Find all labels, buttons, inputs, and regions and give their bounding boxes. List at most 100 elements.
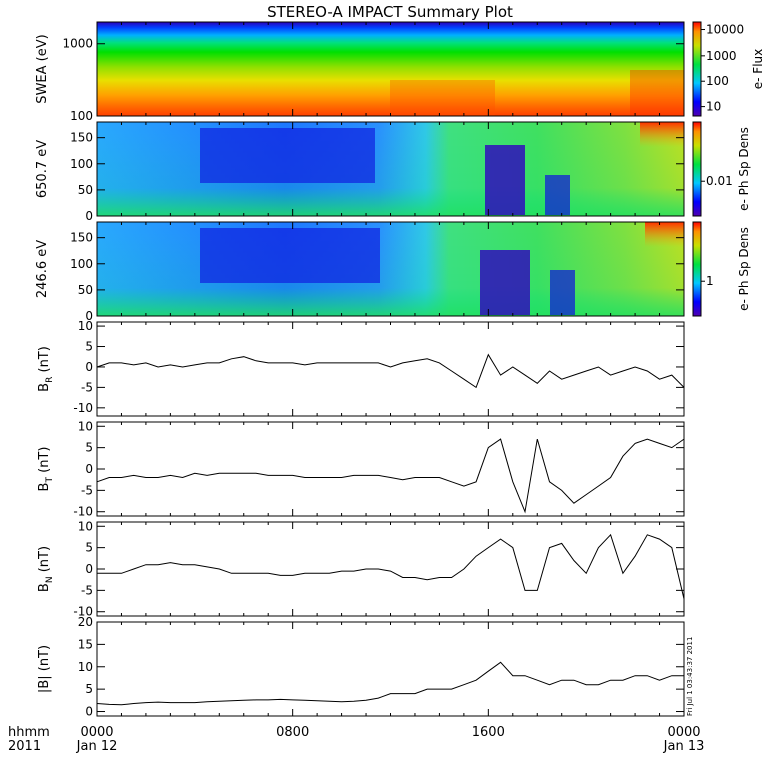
psd-246-colorbar: 1 e- Ph Sp Dens <box>692 221 751 317</box>
bn-y-label-sub: N <box>45 576 55 583</box>
y-tick-label: -5 <box>81 380 93 394</box>
y-tick-label: 15 <box>78 637 93 651</box>
psd-650-low-pitch-band <box>97 122 684 216</box>
psd-650-y-label: 650.7 eV <box>35 140 50 198</box>
br-y-label-unit: (nT) <box>37 346 52 376</box>
time-axis-tick-label: 0800 <box>276 725 309 740</box>
time-axis-labels: hhmm 0000 0800 1600 0000 2011 Jan 12 Jan… <box>8 725 704 754</box>
psd-246-low-pitch-band <box>97 222 684 316</box>
br-y-axis: 10 5 0 -5 -10 <box>73 319 684 415</box>
bn-y-label: BN (nT) <box>37 546 55 592</box>
y-tick-label: 150 <box>70 131 93 145</box>
swea-enhancement-band <box>390 80 495 116</box>
y-tick-label: 100 <box>70 109 93 123</box>
bn-y-axis: 10 5 0 -5 -10 <box>73 519 684 619</box>
psd-246-panel: 150 100 50 0 246.6 eV <box>35 221 685 323</box>
psd-650-depletion <box>200 128 375 183</box>
y-tick-label: 1000 <box>62 37 93 51</box>
y-tick-label: 100 <box>70 257 93 271</box>
colorbar-tick-label: 10 <box>706 100 721 114</box>
y-tick-label: 10 <box>78 319 93 333</box>
swea-y-axis: 1000 100 <box>62 37 684 123</box>
psd-246-depletion <box>200 228 380 283</box>
colorbar-tick-label: 10000 <box>706 23 744 37</box>
y-tick-label: 100 <box>70 157 93 171</box>
y-tick-label: 50 <box>78 283 93 297</box>
psd-650-depletion <box>485 145 525 215</box>
swea-panel: 1000 100 SWEA (eV) <box>35 21 685 123</box>
y-tick-label: 0 <box>85 209 93 223</box>
y-tick-label: 150 <box>70 231 93 245</box>
time-axis-tick-label: 1600 <box>472 725 505 740</box>
flux-colorbar-label: e- Flux <box>751 49 765 89</box>
br-panel: 10 5 0 -5 -10 BR (nT) <box>37 319 685 417</box>
bn-y-label-unit: (nT) <box>37 546 52 576</box>
swea-enhancement-band <box>630 70 684 116</box>
br-y-label: BR (nT) <box>37 346 55 392</box>
y-tick-label: 0 <box>85 462 93 476</box>
psd-650-colorbar: 0.01 e- Ph Sp Dens <box>692 121 751 217</box>
colorbar-tick-label: 0.01 <box>706 174 733 188</box>
bmag-panel: 20 15 10 5 0 |B| (nT) Fri Jul 1 03:43:37 201… <box>37 615 694 719</box>
psd-650-y-axis: 150 100 50 0 <box>70 131 684 223</box>
bt-panel: 10 5 0 -5 -10 BT (nT) <box>37 419 685 519</box>
psd-246-colorbar-ticks: 1 <box>701 274 714 288</box>
y-tick-label: 5 <box>85 441 93 455</box>
time-axis-ticks <box>96 22 685 716</box>
psd-246-depletion <box>480 250 530 315</box>
psd-246-y-label: 246.6 eV <box>35 240 50 298</box>
bmag-frame <box>96 621 685 717</box>
br-y-label-main: B <box>37 383 52 392</box>
bmag-y-label: |B| (nT) <box>37 645 52 693</box>
bn-series-line <box>97 533 685 600</box>
colorbar-tick-label: 1 <box>706 274 714 288</box>
swea-y-label: SWEA (eV) <box>35 34 50 103</box>
bt-y-label-main: B <box>37 483 52 492</box>
y-tick-label: 5 <box>85 682 93 696</box>
flux-colorbar: 10000 1000 100 10 e- Flux <box>692 21 765 117</box>
br-series-line <box>96 353 685 389</box>
psd-650-colorbar-scale <box>692 121 702 217</box>
bt-y-label: BT (nT) <box>37 447 55 492</box>
y-tick-label: -10 <box>73 605 93 619</box>
y-tick-label: -5 <box>81 483 93 497</box>
bn-y-label-main: B <box>37 583 52 592</box>
psd-246-high-density <box>645 222 684 247</box>
psd-650-depletion <box>545 175 570 215</box>
time-axis-year-label: 2011 <box>8 739 41 754</box>
time-axis-tick-label: 0000 <box>667 725 700 740</box>
bt-frame <box>96 421 685 517</box>
y-tick-label: 10 <box>78 419 93 433</box>
br-y-label-sub: R <box>45 377 55 383</box>
flux-colorbar-scale <box>692 21 702 117</box>
y-tick-label: 5 <box>85 340 93 354</box>
psd-650-colorbar-label: e- Ph Sp Dens <box>737 127 751 211</box>
y-tick-label: 20 <box>78 615 93 629</box>
bt-y-label-sub: T <box>45 477 55 484</box>
y-tick-label: -5 <box>81 583 93 597</box>
bn-panel: 10 5 0 -5 -10 BN (nT) <box>37 519 685 619</box>
y-tick-label: 50 <box>78 183 93 197</box>
y-tick-label: 5 <box>85 541 93 555</box>
psd-246-depletion <box>550 270 575 315</box>
y-tick-label: 0 <box>85 309 93 323</box>
y-tick-label: 10 <box>78 660 93 674</box>
bt-series-line <box>96 438 685 514</box>
bmag-series-line <box>96 661 684 706</box>
psd-246-y-axis: 150 100 50 0 <box>70 231 684 323</box>
colorbar-tick-label: 100 <box>706 74 729 88</box>
psd-246-colorbar-scale <box>692 221 702 317</box>
flux-colorbar-ticks: 10000 1000 100 10 <box>701 23 744 114</box>
y-tick-label: 10 <box>78 519 93 533</box>
bt-y-axis: 10 5 0 -5 -10 <box>73 419 684 519</box>
bn-frame <box>96 521 685 617</box>
br-frame <box>96 321 685 417</box>
colorbar-tick-label: 1000 <box>706 49 737 63</box>
y-tick-label: 0 <box>85 705 93 719</box>
timestamp-stamp: Fri Jul 1 03:43:37 2011 <box>686 637 694 716</box>
plot-title: STEREO-A IMPACT Summary Plot <box>267 3 513 21</box>
y-tick-label: 0 <box>85 360 93 374</box>
bt-y-label-unit: (nT) <box>37 447 52 477</box>
y-tick-label: -10 <box>73 505 93 519</box>
